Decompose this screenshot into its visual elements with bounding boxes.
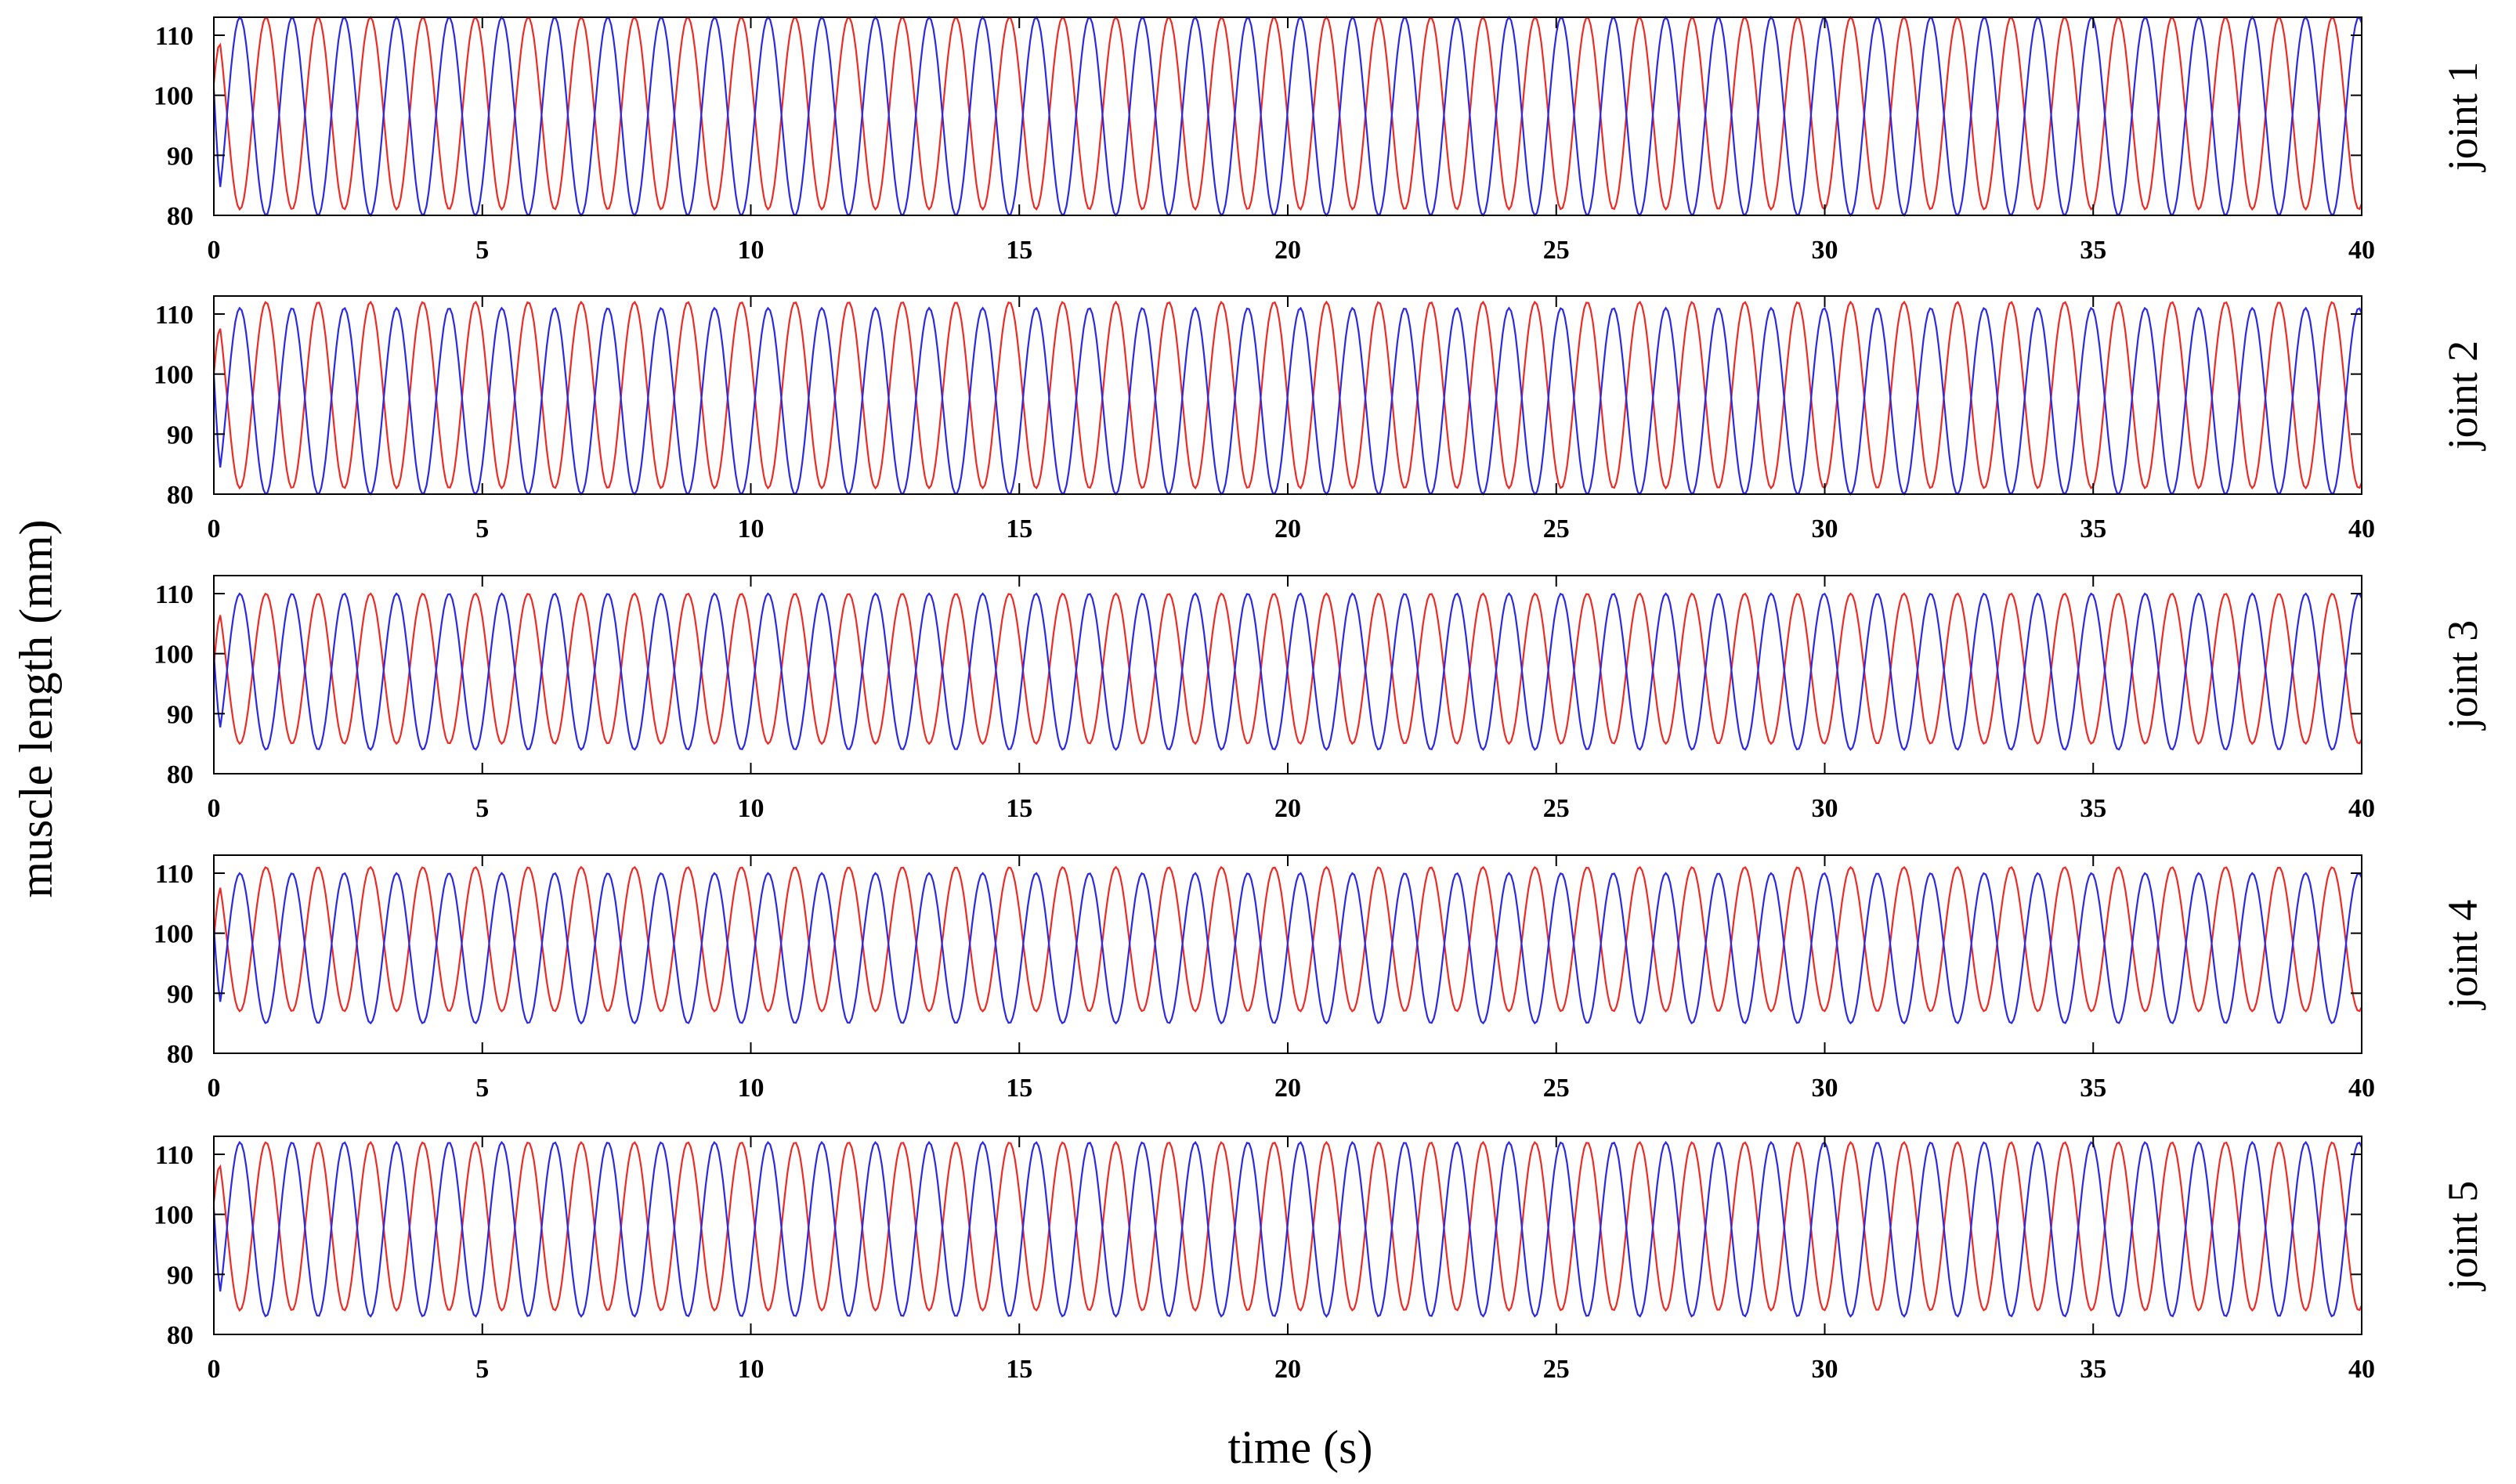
x-tick-label: 20 [1274,1074,1301,1103]
y-tick-label: 80 [167,1321,193,1350]
y-tick-label: 110 [155,22,193,51]
x-tick-label: 40 [2348,1355,2375,1384]
x-tick-label: 10 [738,1355,765,1384]
plot-frame [213,854,2362,1054]
series-line-blue-joint-2 [212,306,2363,496]
x-tick-label: 5 [475,515,489,543]
y-tick-label: 90 [167,142,193,171]
x-tick-label: 5 [475,1074,489,1103]
panel-title-joint-2: joint 2 [2439,341,2486,452]
x-tick-label: 0 [208,515,221,543]
y-tick-label: 100 [154,361,193,390]
y-tick-label: 100 [154,641,193,670]
y-tick-label: 90 [167,421,193,450]
y-tick-label: 90 [167,700,193,729]
series-line-red-joint-5 [212,1140,2362,1312]
x-tick-label: 0 [208,236,221,265]
panel-joint-2: 0 5 10 15 20 25 30 35 40 80 90 100 110 joint 2 [154,295,2486,543]
x-tick-label: 30 [1812,515,1838,543]
panel-joint-1: 0 5 10 15 20 25 30 35 40 80 90 100 110 joint 1 [154,15,2486,265]
panel-title-joint-1: joint 1 [2439,62,2486,173]
y-axis-title: muscle length (mm) [10,519,62,897]
x-tick-label: 25 [1543,515,1570,543]
x-tick-label: 35 [2080,1355,2106,1384]
y-tick-label: 110 [155,1141,193,1170]
x-tick-label: 5 [475,236,489,265]
x-tick-label: 10 [738,794,765,823]
x-tick-label: 35 [2080,1074,2106,1103]
x-tick-label: 20 [1274,236,1301,265]
panel-joint-5: 0 5 10 15 20 25 30 35 40 80 90 100 110 joint 5 [154,1136,2486,1384]
panel-joint-3: 0 5 10 15 20 25 30 35 40 80 90 100 110 joint 3 [154,575,2486,823]
panel-title-joint-3: joint 3 [2439,620,2486,731]
x-tick-label: 20 [1274,1355,1301,1384]
series-line-blue-joint-4 [212,872,2362,1025]
x-tick-label: 10 [738,1074,765,1103]
x-tick-label: 15 [1006,236,1032,265]
x-tick-label: 25 [1543,1074,1570,1103]
x-tick-label: 25 [1543,1355,1570,1384]
series-line-blue-joint-3 [212,592,2362,752]
y-tick-label: 100 [154,1201,193,1230]
x-tick-label: 40 [2348,515,2375,543]
y-tick-label: 100 [154,920,193,949]
x-tick-label: 5 [475,1355,489,1384]
x-tick-label: 20 [1274,794,1301,823]
y-tick-label: 110 [155,580,193,609]
x-tick-label: 30 [1812,1074,1838,1103]
series-line-blue-joint-1 [212,15,2363,218]
x-tick-label: 5 [475,794,489,823]
x-tick-label: 25 [1543,236,1570,265]
x-tick-label: 40 [2348,794,2375,823]
x-tick-label: 40 [2348,236,2375,265]
x-tick-label: 0 [208,1074,221,1103]
x-tick-label: 40 [2348,1074,2375,1103]
y-tick-label: 110 [155,301,193,330]
x-tick-label: 30 [1812,236,1838,265]
x-tick-label: 35 [2080,794,2106,823]
x-tick-label: 30 [1812,1355,1838,1384]
y-tick-label: 80 [167,202,193,231]
x-axis-title: time (s) [1228,1421,1373,1473]
panel-title-joint-5: joint 5 [2439,1181,2486,1292]
x-tick-label: 30 [1812,794,1838,823]
series-line-red-joint-1 [212,16,2363,211]
y-tick-label: 90 [167,1261,193,1290]
y-tick-label: 80 [167,481,193,510]
y-tick-label: 90 [167,980,193,1009]
series-line-blue-joint-5 [212,1140,2363,1318]
x-tick-label: 10 [738,236,765,265]
x-tick-label: 35 [2080,236,2106,265]
x-tick-label: 15 [1006,794,1032,823]
x-tick-label: 35 [2080,515,2106,543]
x-tick-label: 0 [208,794,221,823]
y-tick-label: 110 [155,860,193,889]
x-tick-label: 15 [1006,1355,1032,1384]
y-tick-label: 80 [167,760,193,789]
panel-title-joint-4: joint 4 [2439,900,2486,1011]
x-tick-label: 0 [208,1355,221,1384]
x-tick-label: 10 [738,515,765,543]
y-tick-label: 80 [167,1040,193,1069]
y-tick-label: 100 [154,82,193,111]
panel-joint-4: 0 5 10 15 20 25 30 35 40 80 90 100 110 joint 4 [154,854,2486,1103]
x-tick-label: 20 [1274,515,1301,543]
x-tick-label: 15 [1006,1074,1032,1103]
x-tick-label: 25 [1543,794,1570,823]
x-tick-label: 15 [1006,515,1032,543]
